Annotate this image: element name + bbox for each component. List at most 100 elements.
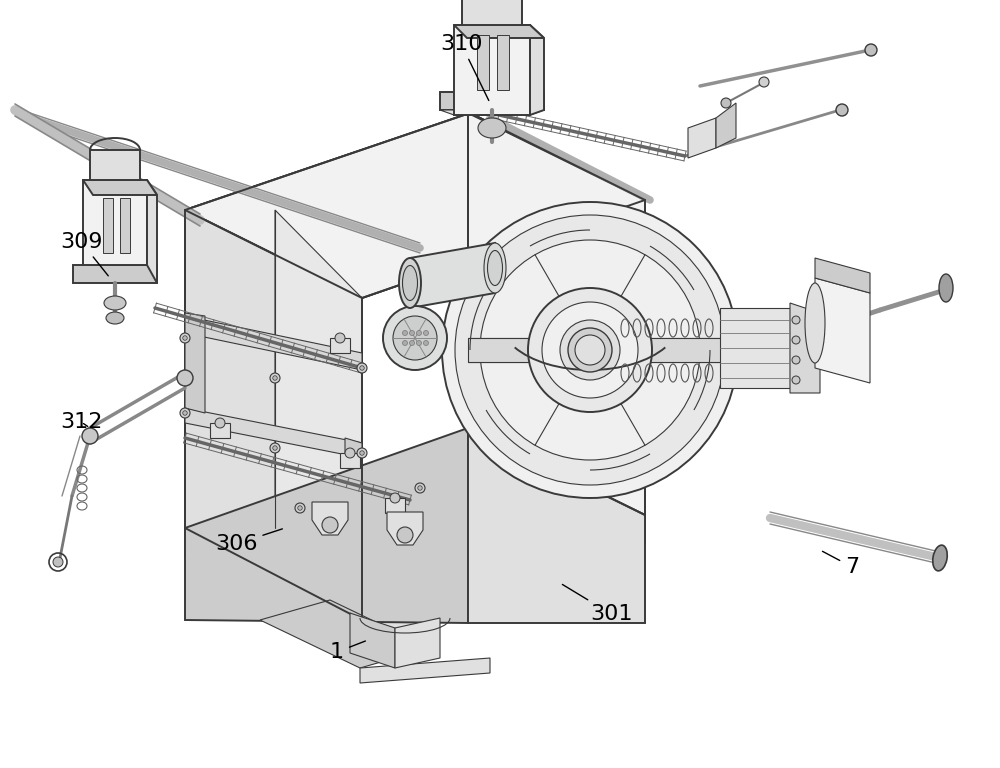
Polygon shape [530,25,544,115]
Circle shape [360,366,364,370]
Circle shape [397,527,413,543]
Circle shape [357,448,367,458]
Circle shape [424,330,428,336]
Ellipse shape [939,274,953,302]
Polygon shape [815,258,870,293]
Polygon shape [688,118,716,158]
Ellipse shape [484,243,506,293]
Polygon shape [454,25,530,115]
Polygon shape [185,113,645,298]
Circle shape [180,408,190,418]
Polygon shape [790,303,820,393]
Polygon shape [185,313,205,413]
Circle shape [759,77,769,87]
Polygon shape [275,210,362,620]
Polygon shape [185,428,645,623]
Polygon shape [185,210,362,620]
Polygon shape [260,600,430,668]
Circle shape [528,288,652,412]
Circle shape [183,336,187,340]
Polygon shape [440,110,544,115]
Circle shape [390,493,400,503]
Text: 310: 310 [440,34,489,101]
Polygon shape [103,198,113,253]
Ellipse shape [805,283,825,363]
Circle shape [410,340,415,346]
Polygon shape [120,198,130,253]
Circle shape [322,517,338,533]
Polygon shape [387,512,423,545]
Polygon shape [185,408,362,458]
Circle shape [575,335,605,365]
Circle shape [393,316,437,360]
Circle shape [180,333,190,343]
Circle shape [836,104,848,116]
Ellipse shape [478,118,506,138]
Circle shape [560,320,620,380]
Ellipse shape [488,250,503,286]
Polygon shape [468,428,645,623]
Circle shape [402,340,408,346]
Ellipse shape [104,296,126,310]
Polygon shape [462,0,522,25]
Polygon shape [185,113,645,298]
Polygon shape [83,180,157,195]
Polygon shape [350,613,395,668]
Polygon shape [185,210,362,620]
Circle shape [424,340,428,346]
Polygon shape [360,658,490,683]
Circle shape [416,330,422,336]
Polygon shape [468,113,645,515]
Polygon shape [716,103,736,148]
Circle shape [416,340,422,346]
Circle shape [568,328,612,372]
Circle shape [792,336,800,344]
Polygon shape [395,618,440,668]
Circle shape [270,443,280,453]
Polygon shape [410,243,495,308]
Polygon shape [83,180,147,265]
Polygon shape [210,423,230,438]
Circle shape [53,557,63,567]
Circle shape [345,448,355,458]
Circle shape [865,44,877,56]
Circle shape [480,240,700,460]
Circle shape [183,411,187,415]
Polygon shape [468,338,760,362]
Polygon shape [185,428,468,623]
Polygon shape [330,338,350,353]
Circle shape [418,485,422,490]
Text: 312: 312 [60,412,102,432]
Circle shape [721,98,731,108]
Circle shape [415,483,425,493]
Circle shape [410,330,415,336]
Polygon shape [185,316,362,370]
Ellipse shape [402,266,418,300]
Circle shape [295,503,305,513]
Text: 7: 7 [822,551,859,577]
Circle shape [455,215,725,485]
Text: 301: 301 [562,584,633,624]
Ellipse shape [399,258,421,308]
Polygon shape [454,25,544,38]
Text: 306: 306 [215,529,282,554]
Circle shape [792,356,800,364]
Polygon shape [497,35,509,90]
Circle shape [360,451,364,455]
Circle shape [215,418,225,428]
Circle shape [82,428,98,444]
Polygon shape [340,453,360,468]
Circle shape [442,202,738,498]
Circle shape [792,376,800,384]
Polygon shape [312,502,348,535]
Polygon shape [440,92,544,110]
Polygon shape [720,308,790,388]
Polygon shape [362,515,645,650]
Polygon shape [90,150,140,180]
Circle shape [298,506,302,510]
Polygon shape [477,35,489,90]
Text: 309: 309 [60,232,108,276]
Circle shape [270,373,280,383]
Polygon shape [815,278,870,383]
Circle shape [792,316,800,324]
